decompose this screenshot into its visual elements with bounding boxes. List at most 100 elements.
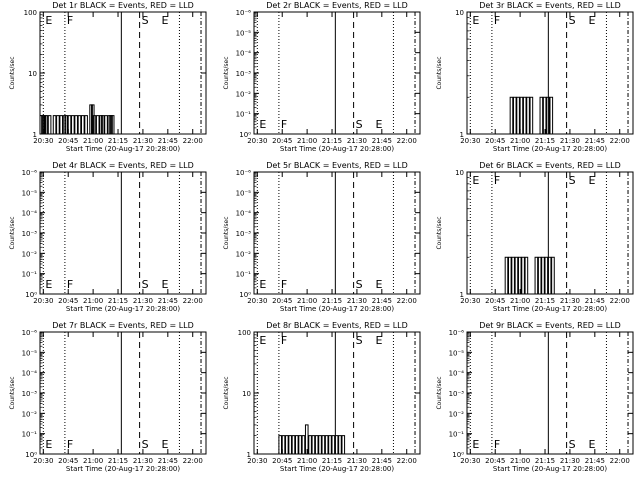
x-tick-label: 21:15 <box>108 457 128 465</box>
event-bar <box>331 435 336 455</box>
marker-label-E: E <box>376 334 383 347</box>
event-bar <box>47 115 52 135</box>
marker-label-F: F <box>494 174 500 187</box>
event-bar <box>521 256 525 295</box>
x-tick-label: 21:15 <box>108 137 128 145</box>
y-tick-label: 10⁻⁴ <box>449 370 465 378</box>
x-tick-label: 21:00 <box>510 137 530 145</box>
y-tick-label: 1 <box>460 131 464 139</box>
event-bar <box>308 435 312 455</box>
x-tick-label: 21:15 <box>535 457 555 465</box>
marker-label-F: F <box>281 118 287 131</box>
marker-label-E: E <box>162 14 169 27</box>
event-bar <box>547 256 552 295</box>
detector-panel-9: Det 9r BLACK = Events, RED = LLD Counts/s… <box>436 321 634 473</box>
x-axis-label: Start Time (20-Aug-17 20:28:00) <box>280 465 394 473</box>
y-axis-label: Counts/sec <box>223 376 230 409</box>
y-tick-label: 10⁻² <box>449 410 465 418</box>
y-tick-label: 1 <box>460 291 464 299</box>
event-bar <box>67 115 72 135</box>
y-tick-label: 10⁻⁴ <box>22 210 38 218</box>
panel-title: Det 3r BLACK = Events, RED = LLD <box>479 1 621 10</box>
y-tick-label: 10⁻⁵ <box>449 349 465 357</box>
marker-label-S: S <box>356 278 363 291</box>
event-bar <box>95 115 100 135</box>
marker-label-E: E <box>259 278 266 291</box>
marker-label-E: E <box>162 278 169 291</box>
x-tick-label: 21:45 <box>158 137 178 145</box>
x-tick-label: 22:00 <box>610 297 630 305</box>
panel-title: Det 1r BLACK = Events, RED = LLD <box>52 1 194 10</box>
x-tick-label: 21:30 <box>133 137 153 145</box>
marker-label-E: E <box>589 438 596 451</box>
y-tick-label: 10⁻⁶ <box>236 169 252 177</box>
detector-panel-4: Det 4r BLACK = Events, RED = LLD Counts/s… <box>9 161 207 313</box>
x-tick-label: 21:15 <box>322 297 342 305</box>
panel-title: Det 6r BLACK = Events, RED = LLD <box>479 161 621 170</box>
event-bar <box>546 96 550 135</box>
event-bar <box>541 256 545 295</box>
y-tick-label: 10⁰ <box>239 291 251 299</box>
x-tick-label: 20:45 <box>485 137 505 145</box>
x-tick-label: 21:30 <box>347 137 367 145</box>
x-tick-label: 20:30 <box>460 137 480 145</box>
marker-label-E: E <box>45 14 52 27</box>
x-axis-label: Start Time (20-Aug-17 20:28:00) <box>280 305 394 313</box>
detector-panel-2: Det 2r BLACK = Events, RED = LLD Counts/s… <box>223 1 421 153</box>
marker-label-F: F <box>494 14 500 27</box>
detector-panel-1: Det 1r BLACK = Events, RED = LLD Counts/s… <box>9 1 207 153</box>
y-tick-label: 100 <box>24 9 37 17</box>
y-axis-label: Counts/sec <box>9 376 16 409</box>
x-tick-label: 21:00 <box>83 297 103 305</box>
y-axis-label: Counts/sec <box>9 56 16 89</box>
y-tick-label: 10⁻⁶ <box>449 329 465 337</box>
x-tick-label: 21:45 <box>158 457 178 465</box>
event-bar <box>324 435 329 455</box>
event-bar <box>59 115 64 135</box>
y-tick-label: 10⁻¹ <box>22 271 38 279</box>
marker-label-E: E <box>45 278 52 291</box>
event-bar <box>84 115 88 135</box>
marker-label-S: S <box>569 174 576 187</box>
event-bar <box>44 115 49 135</box>
event-bar <box>512 96 517 135</box>
x-tick-label: 21:00 <box>83 137 103 145</box>
x-tick-label: 20:45 <box>272 457 292 465</box>
y-tick-label: 10⁻⁵ <box>236 29 252 37</box>
x-axis-label: Start Time (20-Aug-17 20:28:00) <box>493 305 607 313</box>
x-tick-label: 20:30 <box>33 297 53 305</box>
x-tick-label: 20:30 <box>247 297 267 305</box>
x-tick-label: 21:30 <box>560 457 580 465</box>
marker-label-S: S <box>569 14 576 27</box>
x-tick-label: 21:30 <box>347 297 367 305</box>
x-tick-label: 20:45 <box>485 297 505 305</box>
y-tick-label: 1 <box>247 451 251 459</box>
x-tick-label: 21:30 <box>133 297 153 305</box>
event-bar <box>551 256 555 295</box>
marker-label-F: F <box>494 438 500 451</box>
detector-panel-6: Det 6r BLACK = Events, RED = LLD Counts/s… <box>436 161 634 313</box>
event-bar <box>526 96 530 135</box>
x-tick-label: 20:45 <box>58 457 78 465</box>
x-tick-label: 21:15 <box>535 297 555 305</box>
x-tick-label: 21:00 <box>297 137 317 145</box>
x-tick-label: 22:00 <box>183 137 203 145</box>
x-axis-label: Start Time (20-Aug-17 20:28:00) <box>493 145 607 153</box>
event-bar <box>517 256 522 295</box>
x-tick-label: 21:00 <box>510 457 530 465</box>
event-bar <box>338 435 342 455</box>
event-bar <box>549 96 554 135</box>
event-bar <box>534 256 539 295</box>
marker-label-E: E <box>589 174 596 187</box>
x-tick-label: 21:45 <box>585 297 605 305</box>
y-tick-label: 1 <box>33 131 37 139</box>
event-bar <box>318 435 322 455</box>
event-bar <box>52 115 57 135</box>
panel-title: Det 4r BLACK = Events, RED = LLD <box>52 161 194 170</box>
event-bar <box>64 115 69 135</box>
y-tick-label: 10⁻² <box>22 250 38 258</box>
event-bar <box>278 435 282 455</box>
event-bar <box>529 96 534 135</box>
marker-label-S: S <box>569 438 576 451</box>
